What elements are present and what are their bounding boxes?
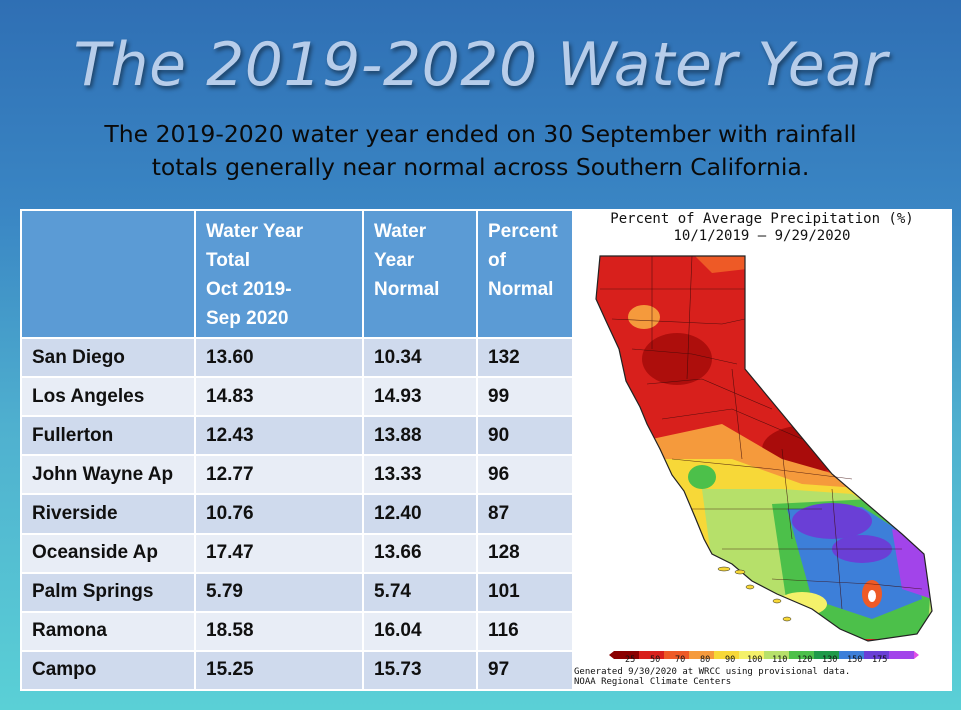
table-row: Los Angeles 14.83 14.93 99: [20, 376, 575, 418]
page-title: The 2019-2020 Water Year: [73, 30, 888, 100]
header-line: Sep 2020: [206, 308, 289, 329]
colorbar-tick: 90: [725, 655, 736, 665]
colorbar-tick: 110: [772, 655, 788, 665]
cell-station: Oceanside Ap: [20, 532, 196, 574]
cell-station: Los Angeles: [20, 376, 196, 418]
header-line: Normal: [374, 279, 440, 300]
table-row: Ramona 18.58 16.04 116: [20, 610, 575, 652]
cell-normal: 10.34: [362, 336, 478, 379]
cell-total: 15.25: [194, 649, 364, 692]
colorbar-tick: 130: [822, 655, 838, 665]
colorbar-labels: 25 50 70 80 90 100 110 120 130 150 175: [612, 655, 942, 667]
colorbar-tick: 175: [872, 655, 888, 665]
cell-total: 17.47: [194, 532, 364, 574]
header-line: Total: [206, 250, 250, 271]
header-line: Oct 2019-: [206, 279, 292, 300]
cell-percent: 97: [476, 649, 575, 692]
cell-normal: 16.04: [362, 610, 478, 652]
cell-total: 5.79: [194, 571, 364, 613]
map-title-line: 10/1/2019 – 9/29/2020: [673, 228, 851, 244]
cell-station: Campo: [20, 649, 196, 692]
header-station: [20, 209, 196, 339]
cell-percent: 128: [476, 532, 575, 574]
colorbar: [609, 651, 919, 659]
cell-total: 12.77: [194, 454, 364, 496]
header-line: Water: [374, 221, 427, 242]
subtitle-line: The 2019-2020 water year ended on 30 Sep…: [104, 120, 857, 148]
cell-percent: 132: [476, 336, 575, 379]
colorbar-tick: 50: [650, 655, 661, 665]
credit-line: NOAA Regional Climate Centers: [574, 677, 732, 687]
header-line: Year: [374, 250, 415, 271]
subtitle-line: totals generally near normal across Sout…: [151, 153, 810, 181]
map-title-line: Percent of Average Precipitation (%): [610, 211, 914, 227]
water-year-table: Water Year Total Oct 2019- Sep 2020 Wate…: [20, 209, 575, 692]
colorbar-tick: 25: [625, 655, 636, 665]
table-row: Campo 15.25 15.73 97: [20, 649, 575, 692]
cell-percent: 101: [476, 571, 575, 613]
colorbar-tick: 120: [797, 655, 813, 665]
header-percent: Percent of Normal: [476, 209, 575, 339]
table-row: John Wayne Ap 12.77 13.33 96: [20, 454, 575, 496]
cell-normal: 5.74: [362, 571, 478, 613]
channel-islands: [717, 566, 792, 622]
header-line: Normal: [488, 279, 554, 300]
precipitation-map: [595, 255, 933, 659]
cell-total: 12.43: [194, 415, 364, 457]
cell-station: John Wayne Ap: [20, 454, 196, 496]
colorbar-tick: 70: [675, 655, 686, 665]
cell-percent: 116: [476, 610, 575, 652]
cell-station: Palm Springs: [20, 571, 196, 613]
table-row: Oceanside Ap 17.47 13.66 128: [20, 532, 575, 574]
cell-percent: 99: [476, 376, 575, 418]
precip-colors: [596, 256, 932, 641]
table-header-row: Water Year Total Oct 2019- Sep 2020 Wate…: [20, 209, 575, 339]
cell-normal: 13.33: [362, 454, 478, 496]
county-lines: [600, 255, 923, 610]
cell-normal: 12.40: [362, 493, 478, 535]
table-row: San Diego 13.60 10.34 132: [20, 336, 575, 379]
cell-total: 18.58: [194, 610, 364, 652]
table-row: Riverside 10.76 12.40 87: [20, 493, 575, 535]
header-line: Percent: [488, 221, 558, 242]
cell-percent: 96: [476, 454, 575, 496]
cell-normal: 13.66: [362, 532, 478, 574]
table-row: Fullerton 12.43 13.88 90: [20, 415, 575, 457]
colorbar-tick: 150: [847, 655, 863, 665]
header-normal: Water Year Normal: [362, 209, 478, 339]
map-credit: Generated 9/30/2020 at WRCC using provis…: [574, 667, 850, 687]
colorbar-tick: 80: [700, 655, 711, 665]
cell-normal: 14.93: [362, 376, 478, 418]
credit-line: Generated 9/30/2020 at WRCC using provis…: [574, 667, 851, 677]
cell-total: 10.76: [194, 493, 364, 535]
cell-station: Ramona: [20, 610, 196, 652]
cell-percent: 90: [476, 415, 575, 457]
cell-total: 14.83: [194, 376, 364, 418]
page-subtitle: The 2019-2020 water year ended on 30 Sep…: [40, 118, 921, 184]
cell-normal: 15.73: [362, 649, 478, 692]
map-title: Percent of Average Precipitation (%) 10/…: [572, 211, 952, 245]
cell-station: San Diego: [20, 336, 196, 379]
header-line: of: [488, 250, 506, 271]
precipitation-map-panel: Percent of Average Precipitation (%) 10/…: [572, 209, 952, 691]
cell-total: 13.60: [194, 336, 364, 379]
cell-percent: 87: [476, 493, 575, 535]
header-line: Water Year: [206, 221, 304, 242]
cell-normal: 13.88: [362, 415, 478, 457]
table-row: Palm Springs 5.79 5.74 101: [20, 571, 575, 613]
cell-station: Fullerton: [20, 415, 196, 457]
colorbar-tick: 100: [747, 655, 763, 665]
cell-station: Riverside: [20, 493, 196, 535]
header-total: Water Year Total Oct 2019- Sep 2020: [194, 209, 364, 339]
